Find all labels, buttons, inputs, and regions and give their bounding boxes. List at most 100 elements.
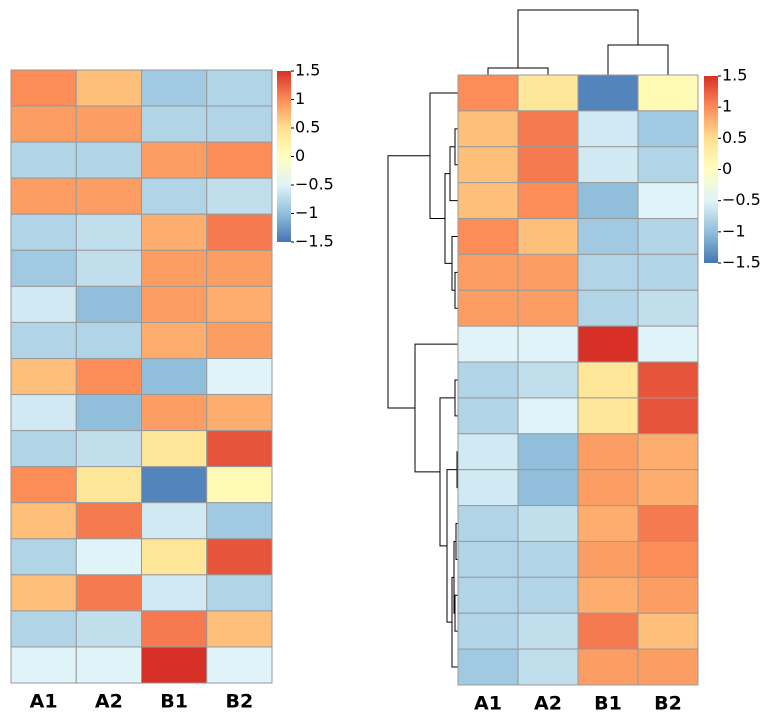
heatmap-cell: [75, 466, 142, 504]
heatmap-cell: [141, 213, 208, 251]
heatmap-cell: [457, 74, 519, 112]
heatmap-cell: [10, 249, 77, 287]
heatmap-cell: [141, 610, 208, 648]
colorbar: [704, 76, 718, 263]
heatmap-cell: [75, 610, 142, 648]
heatmap-cell: [10, 105, 77, 143]
heatmap-cell: [457, 182, 519, 220]
heatmap-cell: [10, 213, 77, 251]
heatmap-cell: [457, 469, 519, 507]
heatmap-cell: [10, 430, 77, 468]
heatmap-cell: [637, 74, 699, 112]
heatmap-cell: [577, 325, 639, 363]
heatmap-cell: [457, 612, 519, 650]
heatmap-cell: [10, 610, 77, 648]
colorbar-tick-label: 0.5: [722, 128, 747, 147]
heatmap-cell: [517, 146, 579, 184]
heatmap-cell: [457, 505, 519, 542]
heatmap-cell: [141, 502, 208, 540]
heatmap-cell: [457, 146, 519, 184]
heatmap-cell: [10, 502, 77, 540]
heatmap-cell: [206, 105, 273, 143]
colorbar-tick-label: 1: [722, 97, 732, 116]
heatmap-cell: [577, 253, 639, 291]
heatmap-cell: [75, 321, 142, 359]
heatmap-cell: [517, 397, 579, 435]
heatmap-cell: [577, 361, 639, 399]
heatmap-cell: [206, 646, 273, 684]
heatmap-cell: [577, 110, 639, 148]
heatmap-cell: [141, 141, 208, 179]
heatmap-cell: [577, 576, 639, 614]
heatmap-cell: [457, 397, 519, 435]
heatmap-cell: [637, 540, 699, 578]
colorbar-tick-label: −0.5: [295, 175, 334, 194]
heatmap-cell: [517, 182, 579, 220]
heatmap-cell: [517, 612, 579, 650]
heatmap-cell: [10, 466, 77, 504]
heatmap-cell: [637, 612, 699, 650]
heatmap-cell: [10, 574, 77, 612]
heatmap-cell: [577, 540, 639, 578]
heatmap-cell: [75, 574, 142, 612]
heatmap-cell: [637, 218, 699, 255]
heatmap-cell: [637, 397, 699, 435]
colorbar-tick-label: 1.5: [295, 61, 320, 80]
heatmap-cell: [206, 285, 273, 323]
heatmap-cell: [637, 110, 699, 148]
heatmap-cell: [637, 253, 699, 291]
dendrogram-branch: [429, 92, 458, 220]
heatmap-cell: [75, 213, 142, 251]
heatmap-cell: [637, 576, 699, 614]
colorbar-tick-label: 0: [295, 146, 305, 165]
heatmap-cell: [75, 177, 142, 215]
heatmap-cell: [637, 361, 699, 399]
heatmap-cell: [10, 141, 77, 179]
colorbar-tick-label: 0.5: [295, 118, 320, 137]
heatmap-cell: [517, 505, 579, 542]
heatmap-cell: [457, 325, 519, 363]
heatmap-cell: [75, 285, 142, 323]
heatmap-cell: [517, 576, 579, 614]
heatmap-cell: [75, 538, 142, 576]
heatmap-cell: [637, 505, 699, 542]
heatmap-cell: [75, 430, 142, 468]
heatmap-cell: [577, 505, 639, 542]
heatmap-cell: [517, 469, 579, 507]
heatmap-cell: [517, 74, 579, 112]
heatmap-cell: [141, 357, 208, 396]
heatmap-cell: [457, 110, 519, 148]
heatmap-cell: [75, 141, 142, 179]
colorbar: [277, 71, 291, 242]
heatmap-cell: [10, 285, 77, 323]
heatmap-cell: [206, 610, 273, 648]
heatmap-cell: [10, 394, 77, 432]
heatmap-cell: [141, 394, 208, 432]
dendrogram-branch: [449, 146, 458, 202]
heatmap-cell: [577, 397, 639, 435]
colorbar-tick-label: −1.5: [722, 253, 761, 272]
heatmap-cell: [577, 74, 639, 112]
heatmap-cell: [457, 361, 519, 399]
heatmap-cell: [577, 648, 639, 686]
heatmap-cell: [141, 430, 208, 468]
heatmap-cell: [577, 218, 639, 255]
heatmap-cell: [75, 105, 142, 143]
heatmap-cell: [206, 249, 273, 287]
column-label: B1: [594, 692, 622, 714]
heatmap-cell: [141, 646, 208, 684]
heatmap-cell: [206, 69, 273, 107]
heatmap-cell: [457, 540, 519, 578]
heatmap-cell: [141, 285, 208, 323]
colorbar-tick-label: −1: [295, 203, 319, 222]
heatmap-cell: [75, 394, 142, 432]
heatmap-cell: [457, 218, 519, 255]
colorbar-tick-label: −0.5: [722, 190, 761, 209]
heatmap-cell: [75, 502, 142, 540]
dendrogram-branch: [517, 9, 639, 68]
heatmap-cell: [206, 466, 273, 504]
heatmap-cell: [517, 433, 579, 471]
heatmap-cell: [75, 69, 142, 107]
heatmap-cell: [206, 574, 273, 612]
heatmap-cell: [10, 357, 77, 396]
